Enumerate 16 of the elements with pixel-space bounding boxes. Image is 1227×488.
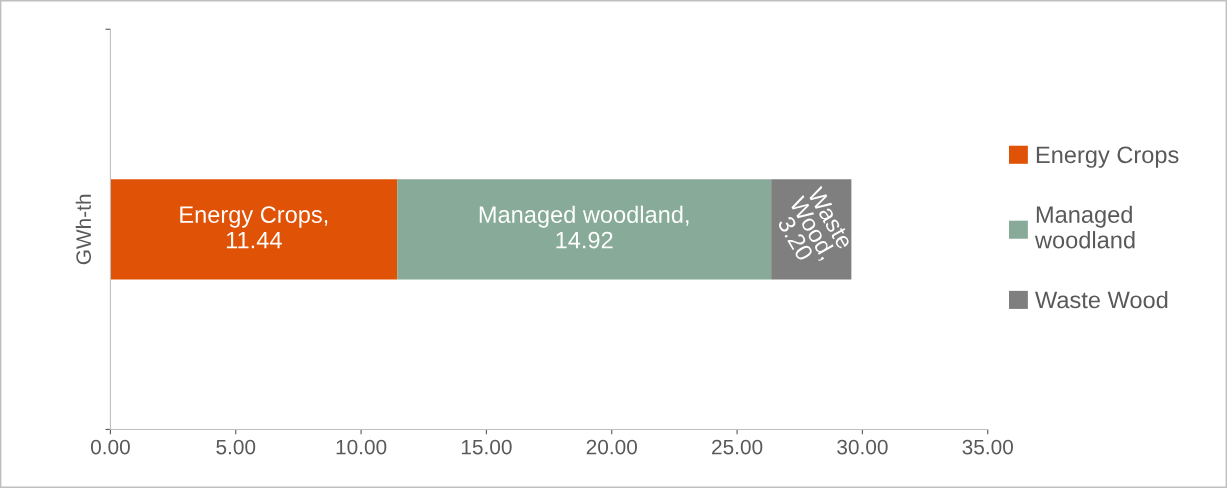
legend-label: Waste Wood — [1035, 290, 1168, 309]
x-tick-label: 15.00 — [461, 439, 512, 455]
x-tick-label: 20.00 — [586, 439, 637, 455]
data-label: Energy Crops, 11.44 — [180, 206, 328, 249]
data-label: Managed woodland, 14.92 — [479, 205, 689, 249]
x-tick-label: 5.00 — [216, 439, 256, 455]
bar — [110, 179, 398, 280]
x-tick-label: 30.00 — [837, 439, 888, 455]
x-tick-label: 10.00 — [336, 439, 387, 455]
legend-label: Energy Crops — [1036, 146, 1179, 168]
y-axis-title: GWh-th — [75, 194, 92, 265]
legend-label: Managed woodland — [1034, 205, 1135, 249]
x-tick-label: 25.00 — [712, 439, 763, 455]
x-tick-label: 0.00 — [90, 439, 130, 455]
x-tick-label: 35.00 — [962, 439, 1013, 455]
bar — [397, 179, 772, 280]
